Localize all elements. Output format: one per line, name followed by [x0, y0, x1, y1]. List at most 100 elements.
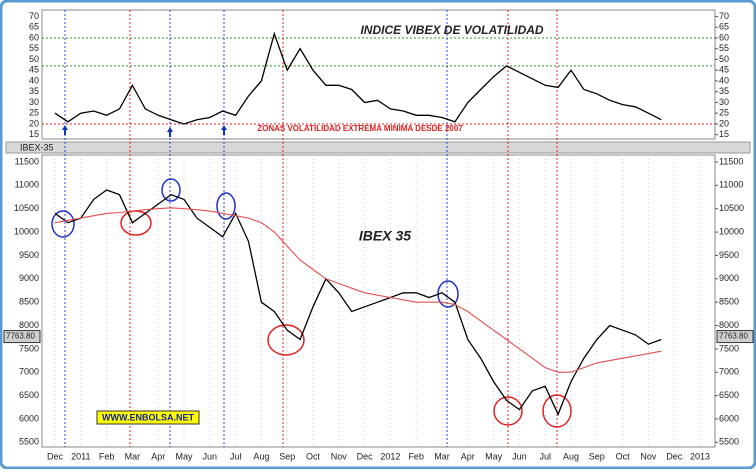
circle: [493, 396, 523, 426]
x-tick-label: 2013: [690, 451, 710, 461]
window-title: IBEX-35: [20, 142, 54, 152]
x-tick-label: May: [175, 451, 193, 461]
y-tick-label: 20: [29, 118, 39, 128]
y-tick-label-right: 9500: [719, 250, 739, 260]
y-tick-label-right: 9000: [719, 273, 739, 283]
y-tick-label-right: 6000: [719, 413, 739, 423]
x-tick-label: Jul: [230, 451, 242, 461]
x-tick-label: Mar: [434, 451, 450, 461]
y-tick-label: 7500: [19, 343, 39, 353]
arrow: [62, 125, 68, 135]
y-tick-label: 35: [29, 86, 39, 96]
y-tick-label: 6500: [19, 390, 39, 400]
x-tick-label: Oct: [306, 451, 321, 461]
y-tick-label: 9000: [19, 273, 39, 283]
y-tick-label-right: 70: [719, 11, 729, 21]
top-plot: [41, 9, 716, 140]
y-tick-label: 55: [29, 43, 39, 53]
x-tick-label: 2012: [380, 451, 400, 461]
y-tick-label: 11500: [15, 156, 39, 166]
y-tick-label: 10500: [14, 203, 39, 213]
price-label: 7763.80: [6, 332, 35, 341]
y-tick-label: 11000: [15, 180, 39, 190]
y-tick-label-right: 55: [719, 43, 729, 53]
price-label: 7763.80: [719, 332, 748, 341]
x-tick-label: 2011: [71, 451, 90, 461]
y-tick-label: 40: [29, 75, 39, 85]
x-tick-label: Apr: [461, 451, 475, 461]
y-tick-label-right: 50: [719, 54, 729, 64]
y-tick-label-right: 10000: [719, 226, 744, 236]
x-tick-label: Apr: [151, 451, 165, 461]
y-tick-label-right: 45: [719, 65, 729, 75]
circle: [216, 192, 236, 220]
watermark: WWW.ENBOLSA.NET: [102, 412, 194, 422]
y-tick-label-right: 7000: [719, 367, 739, 377]
x-tick-label: Sep: [589, 451, 605, 461]
y-tick-label: 30: [29, 97, 39, 107]
y-tick-label: 60: [29, 32, 39, 42]
circle: [161, 178, 181, 202]
y-tick-label-right: 7500: [719, 343, 739, 353]
x-tick-label: Jun: [203, 451, 218, 461]
x-tick-label: Nov: [640, 451, 657, 461]
price-box: [3, 330, 41, 344]
watermark-box: [96, 410, 200, 425]
y-tick-label-right: 8000: [719, 320, 739, 330]
x-tick-label: Dec: [666, 451, 683, 461]
y-tick-label: 70: [29, 11, 39, 21]
y-tick-label-right: 15: [719, 129, 729, 139]
x-tick-label: Dec: [47, 451, 64, 461]
y-tick-label-right: 11500: [719, 156, 743, 166]
arrows: [62, 125, 227, 137]
y-tick-label-right: 11000: [719, 180, 743, 190]
x-tick-label: Jun: [512, 451, 527, 461]
y-tick-label-right: 25: [719, 108, 729, 118]
y-tick-label: 65: [29, 22, 39, 32]
series-line: [54, 189, 662, 416]
series-line: [54, 31, 662, 125]
y-tick-label: 7000: [19, 367, 39, 377]
x-tick-label: Nov: [331, 451, 348, 461]
y-tick-label-right: 65: [719, 22, 729, 32]
x-tick-label: Feb: [408, 451, 424, 461]
circle: [267, 324, 305, 356]
y-tick-label-right: 20: [719, 118, 729, 128]
y-tick-label-right: 40: [719, 75, 729, 85]
price-box: [716, 330, 754, 344]
x-tick-label: Dec: [357, 451, 374, 461]
window-bar: [5, 141, 751, 154]
x-tick-label: Feb: [99, 451, 115, 461]
x-tick-label: Aug: [253, 451, 269, 461]
y-tick-label-right: 5500: [719, 437, 739, 447]
x-tick-label: Oct: [616, 451, 631, 461]
y-tick-label: 25: [29, 108, 39, 118]
y-tick-label: 10000: [14, 226, 39, 236]
x-tick-label: May: [485, 451, 503, 461]
y-tick-label-right: 60: [719, 32, 729, 42]
y-tick-label-right: 6500: [719, 390, 739, 400]
y-tick-label: 8000: [19, 320, 39, 330]
y-tick-label: 15: [29, 129, 39, 139]
bottom-title: IBEX 35: [359, 228, 411, 244]
event-lines: [64, 10, 558, 447]
x-tick-label: Mar: [125, 451, 141, 461]
series-line: [54, 207, 662, 373]
circle: [51, 210, 75, 238]
y-tick-label-right: 8500: [719, 297, 739, 307]
y-tick-label: 5500: [19, 437, 39, 447]
y-tick-label-right: 30: [719, 97, 729, 107]
y-tick-label-right: 35: [719, 86, 729, 96]
top-title: INDICE VIBEX DE VOLATILIDAD: [360, 23, 543, 37]
y-tick-label: 45: [29, 65, 39, 75]
x-tick-label: Jul: [539, 451, 551, 461]
x-tick-label: Aug: [563, 451, 579, 461]
y-tick-label: 6000: [19, 413, 39, 423]
arrow: [167, 127, 173, 137]
y-tick-label: 8500: [19, 297, 39, 307]
x-tick-label: Sep: [279, 451, 295, 461]
y-tick-label-right: 10500: [719, 203, 744, 213]
arrow: [221, 125, 227, 135]
